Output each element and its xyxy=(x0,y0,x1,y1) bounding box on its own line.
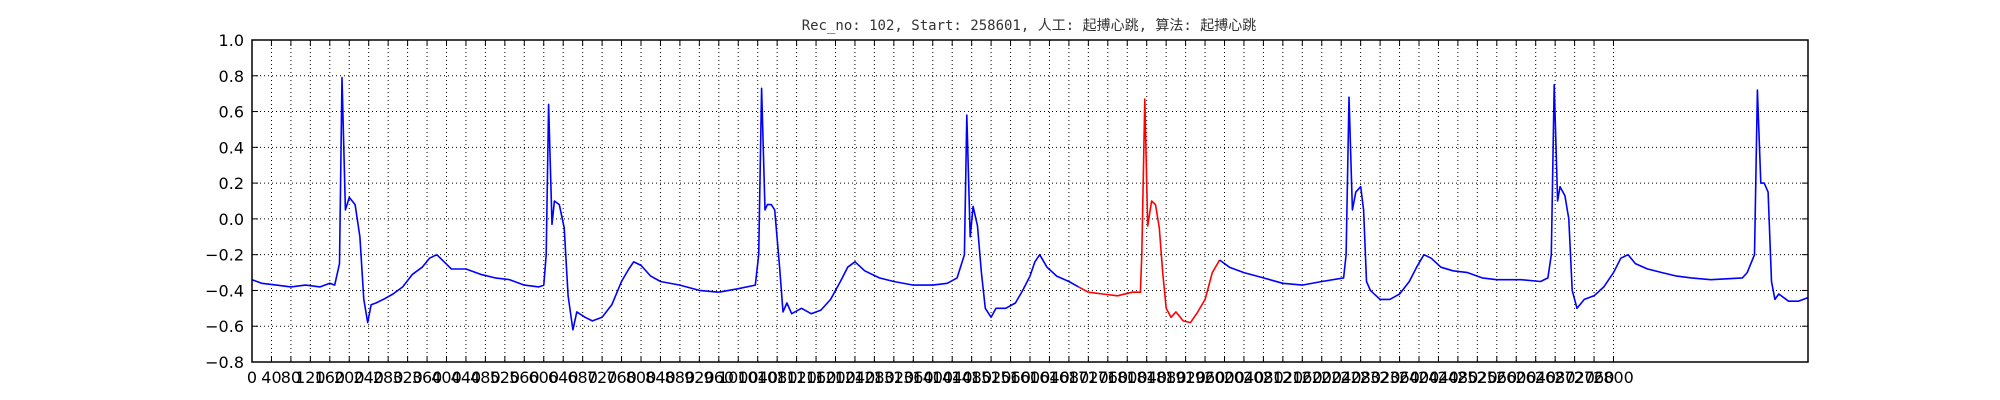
x-tick-label: 1040 xyxy=(737,368,778,387)
x-tick-label: 2200 xyxy=(1301,368,1342,387)
x-tick-label: 1320 xyxy=(873,368,914,387)
x-tick-label: 2560 xyxy=(1476,368,1517,387)
x-tick-label: 280 xyxy=(373,368,404,387)
x-tick-label: 1880 xyxy=(1146,368,1187,387)
x-tick-label: 1480 xyxy=(951,368,992,387)
x-tick-label: 1560 xyxy=(990,368,1031,387)
x-tick-label: 2680 xyxy=(1535,368,1576,387)
x-tick-label: 1280 xyxy=(854,368,895,387)
x-tick-label: 1200 xyxy=(815,368,856,387)
x-tick-label: 400 xyxy=(431,368,462,387)
x-tick-label: 240 xyxy=(353,368,384,387)
x-tick-label: 2320 xyxy=(1360,368,1401,387)
x-tick-label: 2360 xyxy=(1379,368,1420,387)
x-tick-label: 1400 xyxy=(912,368,953,387)
series-layer xyxy=(251,76,1809,331)
x-tick-label: 120 xyxy=(295,368,326,387)
y-tick-label: 0.8 xyxy=(219,67,244,86)
x-tick-label: 360 xyxy=(412,368,443,387)
x-tick-label: 2000 xyxy=(1204,368,1245,387)
x-tick-label: 1160 xyxy=(796,368,837,387)
x-tick-label: 1920 xyxy=(1165,368,1206,387)
x-tick-label: 1080 xyxy=(757,368,798,387)
x-tick-label: 600 xyxy=(528,368,559,387)
x-tick-label: 2240 xyxy=(1321,368,1362,387)
grid-lines xyxy=(252,40,1808,362)
x-tick-label: 80 xyxy=(281,368,301,387)
x-tick-label: 880 xyxy=(665,368,696,387)
x-tick-label: 960 xyxy=(704,368,735,387)
x-tick-label: 640 xyxy=(548,368,579,387)
x-tick-label: 560 xyxy=(509,368,540,387)
x-tick-label: 1960 xyxy=(1185,368,1226,387)
x-tick-label: 0 xyxy=(247,368,257,387)
x-tick-label: 1800 xyxy=(1107,368,1148,387)
series-line xyxy=(251,76,1079,331)
x-tick-label: 2120 xyxy=(1262,368,1303,387)
x-tick-label: 2280 xyxy=(1340,368,1381,387)
series-line xyxy=(1078,98,1221,324)
y-tick-label: 1.0 xyxy=(219,31,244,50)
x-tick-label: 2600 xyxy=(1496,368,1537,387)
x-tick-label: 160 xyxy=(315,368,346,387)
x-tick-label: 1360 xyxy=(893,368,934,387)
x-tick-label: 1240 xyxy=(835,368,876,387)
x-tick-label: 2160 xyxy=(1282,368,1323,387)
x-tick-label: 2720 xyxy=(1554,368,1595,387)
x-tick-label: 2400 xyxy=(1399,368,1440,387)
x-tick-label: 1440 xyxy=(932,368,973,387)
x-tick-label: 1760 xyxy=(1087,368,1128,387)
x-tick-label: 1640 xyxy=(1029,368,1070,387)
x-tick-label: 480 xyxy=(470,368,501,387)
x-tick-label: 2440 xyxy=(1418,368,1459,387)
x-tick-label: 1600 xyxy=(1010,368,1051,387)
x-tick-label: 800 xyxy=(626,368,657,387)
x-tick-label: 440 xyxy=(451,368,482,387)
x-tick-label: 520 xyxy=(490,368,521,387)
x-tick-label: 840 xyxy=(645,368,676,387)
y-tick-label: 0.6 xyxy=(219,103,244,122)
x-tick-label: 2080 xyxy=(1243,368,1284,387)
x-tick-label: 1680 xyxy=(1049,368,1090,387)
x-tick-label: 720 xyxy=(587,368,618,387)
x-tick-label: 40 xyxy=(261,368,281,387)
y-tick-label: 0.2 xyxy=(219,174,244,193)
y-axis: 1.0 0.8 0.6 0.4 0.2 0.0 −0.2 −0.4 −0.6 −0.8 xyxy=(205,31,1808,372)
x-tick-label: 1520 xyxy=(971,368,1012,387)
y-tick-label: −0.2 xyxy=(205,246,244,265)
x-axis: 0 40 8012016020024028032036040044048052056… xyxy=(247,40,1634,387)
x-tick-label: 2520 xyxy=(1457,368,1498,387)
y-tick-label: −0.8 xyxy=(205,353,244,372)
x-tick-label: 320 xyxy=(392,368,423,387)
x-tick-label: 920 xyxy=(684,368,715,387)
x-tick-label: 2640 xyxy=(1515,368,1556,387)
x-tick-label: 200 xyxy=(334,368,365,387)
y-tick-label: 0.0 xyxy=(219,210,244,229)
series-line xyxy=(1219,83,1809,310)
y-tick-label: −0.6 xyxy=(205,317,244,336)
y-tick-label: −0.4 xyxy=(205,281,244,300)
x-tick-label: 1120 xyxy=(776,368,817,387)
x-tick-label: 1840 xyxy=(1126,368,1167,387)
x-tick-label: 2480 xyxy=(1438,368,1479,387)
x-tick-label: 680 xyxy=(567,368,598,387)
x-tick-label: 2040 xyxy=(1224,368,1265,387)
x-tick-label: 2760 xyxy=(1574,368,1615,387)
chart-title: Rec_no: 102, Start: 258601, 人工: 起搏心跳, 算法… xyxy=(802,17,1257,34)
y-tick-label: 0.4 xyxy=(219,138,244,157)
x-tick-label: 1000 xyxy=(718,368,759,387)
x-tick-label: 1720 xyxy=(1068,368,1109,387)
x-tick-label: 2800 xyxy=(1593,368,1634,387)
x-tick-label: 760 xyxy=(606,368,637,387)
